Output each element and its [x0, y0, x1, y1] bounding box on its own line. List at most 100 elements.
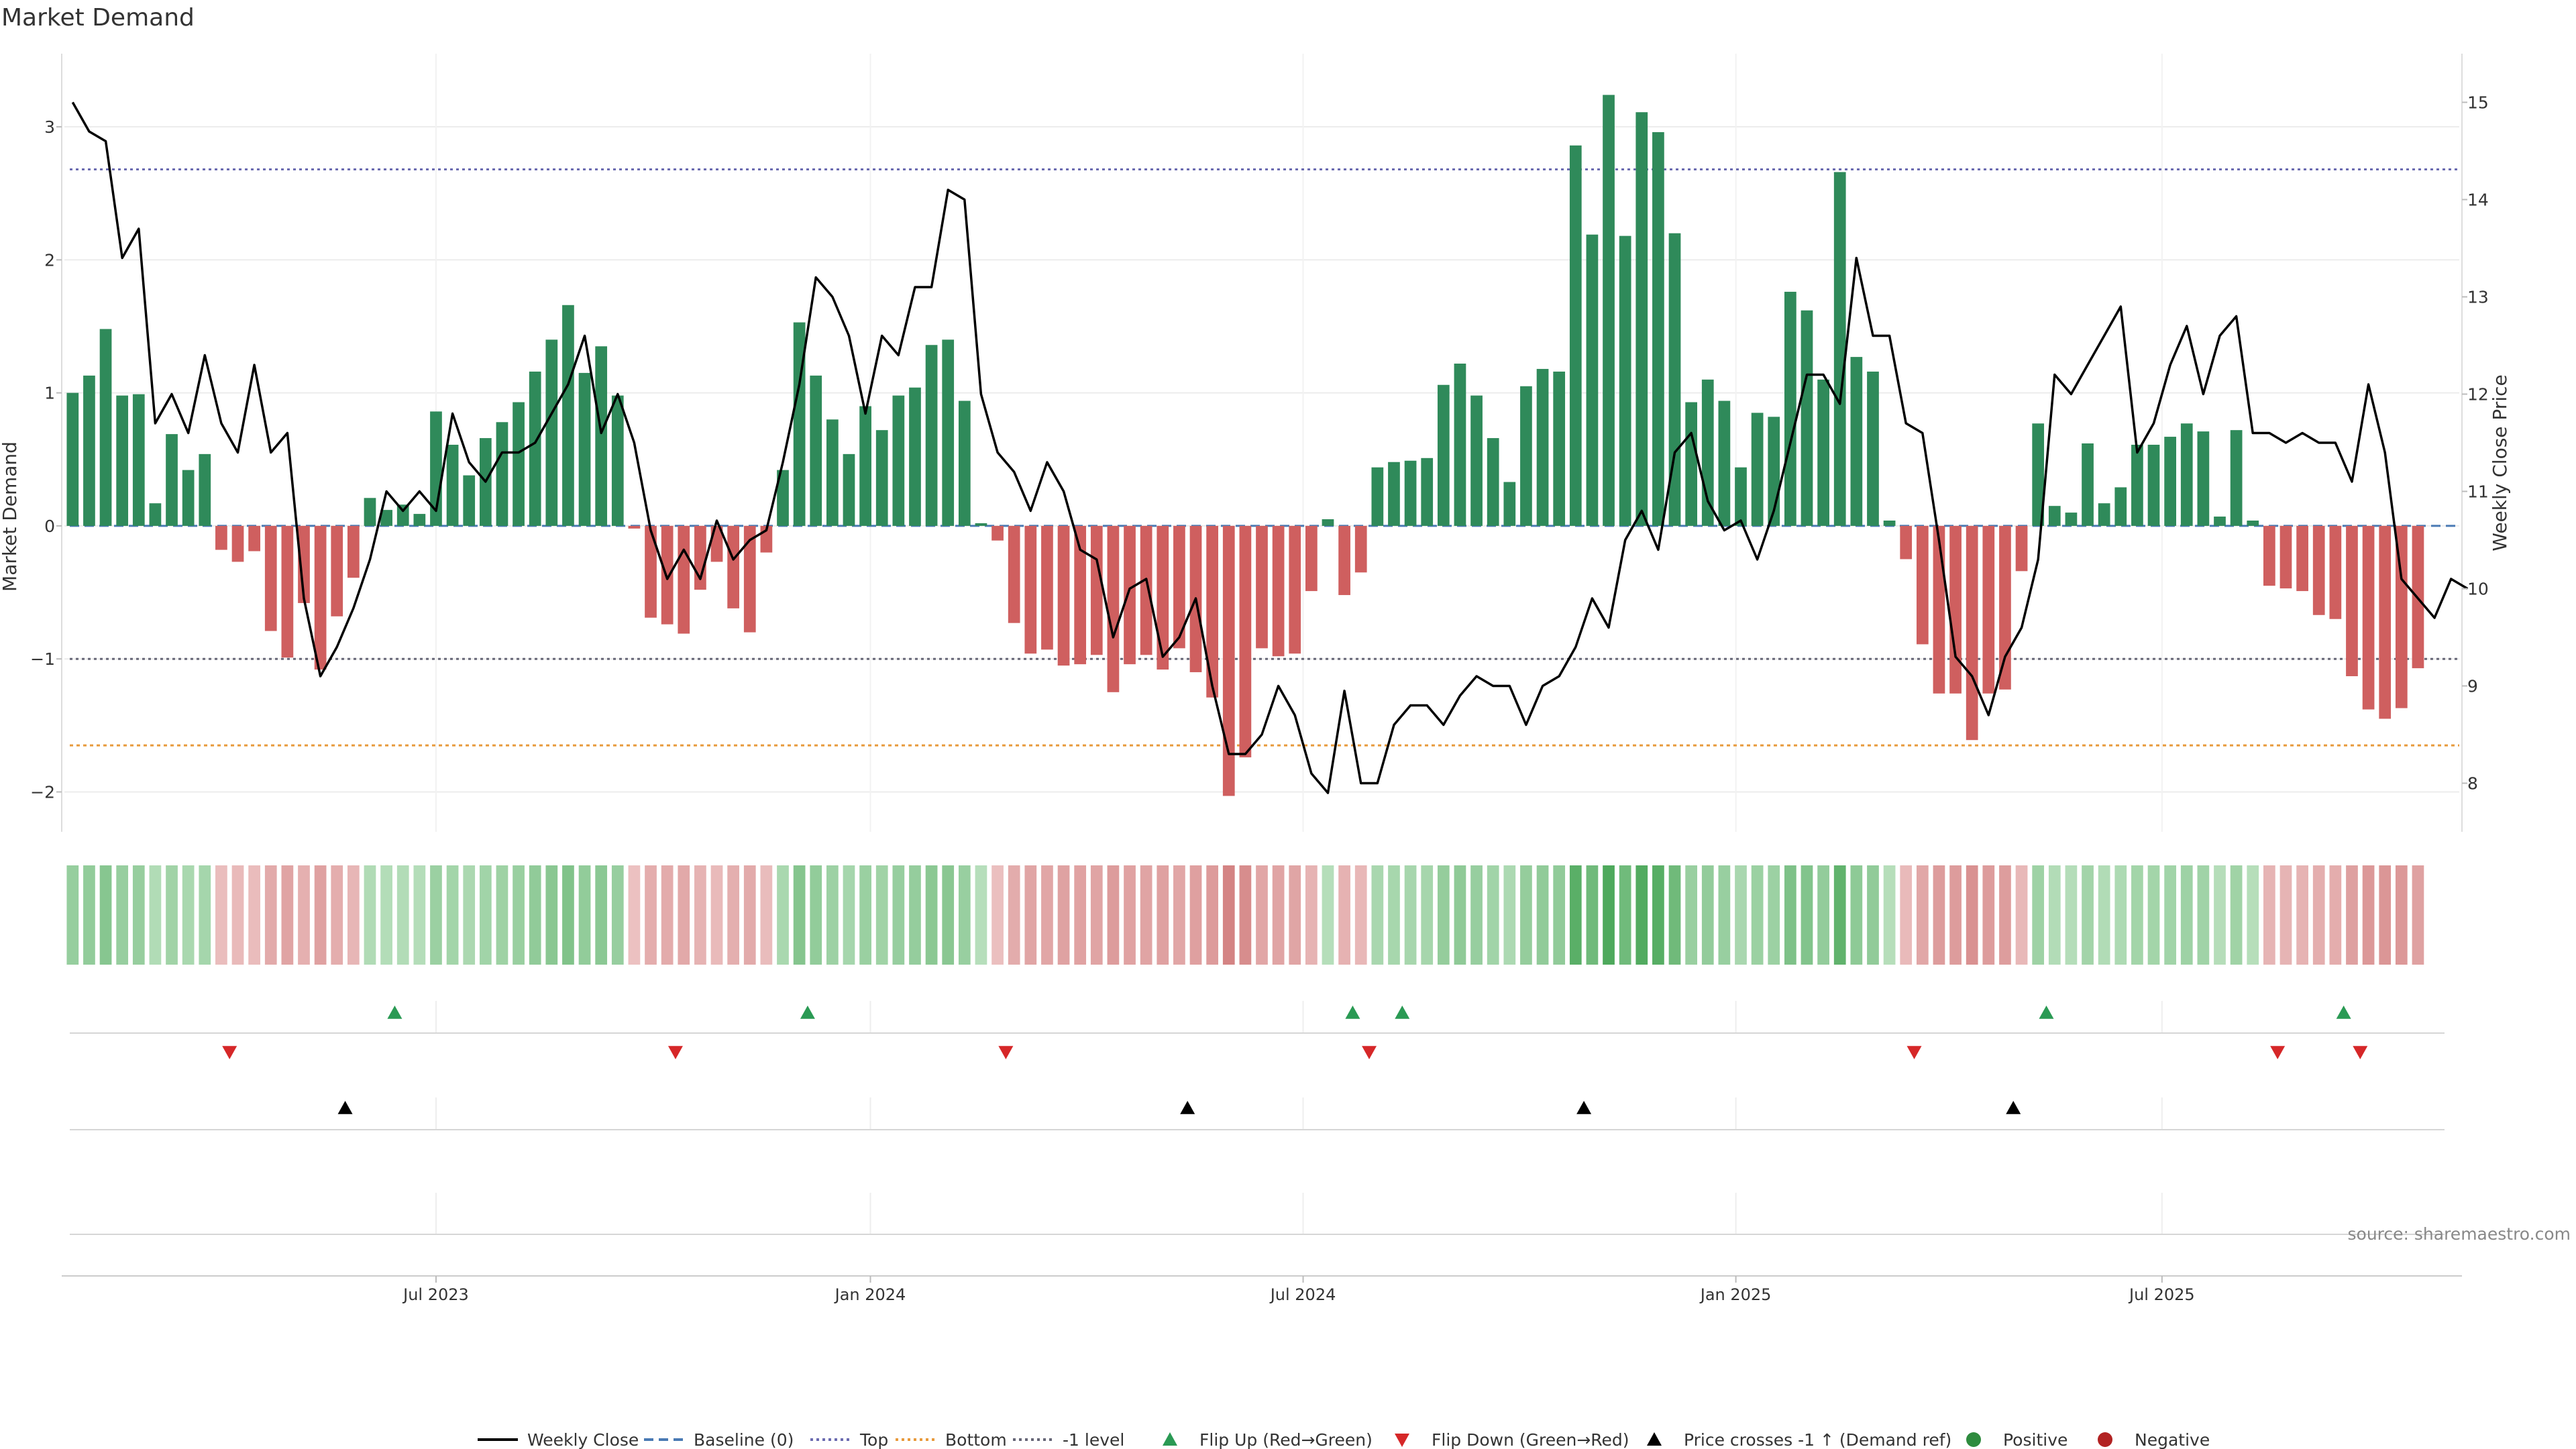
flip-up-marker	[387, 1006, 402, 1019]
demand-bar	[149, 503, 162, 526]
x-tick-label: Jul 2024	[1269, 1285, 1336, 1304]
strip-cell	[2082, 865, 2094, 965]
strip-cell	[892, 865, 905, 965]
demand-bar	[628, 525, 641, 529]
strip-cell	[2048, 865, 2061, 965]
demand-bar	[1701, 379, 1714, 526]
strip-cell	[710, 865, 723, 965]
y-tick-label: 1	[44, 384, 55, 403]
demand-bar	[892, 395, 905, 526]
strip-cell	[1668, 865, 1681, 965]
strip-cell	[2114, 865, 2127, 965]
strip-cell	[298, 865, 310, 965]
strip-cell	[2098, 865, 2110, 965]
demand-bar	[2082, 443, 2094, 526]
strip-cell	[628, 865, 641, 965]
reference-lines	[70, 168, 2459, 747]
strip-cell	[413, 865, 426, 965]
strip-cell	[1916, 865, 1929, 965]
strip-cell	[777, 865, 789, 965]
strip-cell	[1603, 865, 1615, 965]
demand-bar	[1833, 172, 1846, 526]
demand-bar	[843, 453, 855, 526]
demand-bar	[281, 525, 294, 658]
strip-cell	[1289, 865, 1301, 965]
strip-cell	[1553, 865, 1566, 965]
strip-cell	[83, 865, 95, 965]
legend-label: Top	[859, 1430, 888, 1449]
demand-bar	[1157, 525, 1169, 670]
legend-item: Top	[810, 1430, 888, 1449]
strip-cell	[1784, 865, 1796, 965]
strip-cell	[760, 865, 773, 965]
strip-cell	[875, 865, 888, 965]
y2-tick-label: 9	[2467, 677, 2478, 696]
flip-up-marker	[2336, 1006, 2351, 1019]
strip-cell	[1388, 865, 1400, 965]
strip-cell	[1256, 865, 1268, 965]
strip-cell	[2247, 865, 2259, 965]
demand-bar	[1404, 460, 1417, 526]
demand-bar	[166, 434, 178, 526]
demand-bar	[2329, 525, 2342, 619]
demand-bar	[545, 339, 558, 526]
strip-cell	[1586, 865, 1599, 965]
strip-cell	[2230, 865, 2243, 965]
demand-bar	[1289, 525, 1301, 654]
strip-cell	[942, 865, 955, 965]
demand-bar	[1850, 357, 1863, 526]
demand-bar	[2214, 517, 2226, 526]
legend-label: Positive	[2003, 1430, 2068, 1449]
strip-cell	[1041, 865, 1053, 965]
y-tick-label: 2	[44, 250, 55, 270]
strip-cell	[99, 865, 112, 965]
strip-cell	[281, 865, 294, 965]
demand-bar	[331, 525, 343, 616]
strip-cell	[2279, 865, 2292, 965]
strip-cell	[215, 865, 227, 965]
demand-bar	[1272, 525, 1285, 657]
demand-bar	[859, 406, 871, 526]
demand-bar	[909, 387, 921, 526]
strip-cell	[496, 865, 508, 965]
strip-cell	[1569, 865, 1582, 965]
strip-cell	[149, 865, 162, 965]
strip-cell	[1173, 865, 1185, 965]
strip-cell	[2214, 865, 2226, 965]
demand-bar	[1421, 458, 1434, 526]
flip-down-marker	[222, 1046, 237, 1059]
strip-cell	[2329, 865, 2342, 965]
strip-cell	[1817, 865, 1829, 965]
flip-down-marker	[1362, 1046, 1377, 1059]
demand-bar	[694, 525, 706, 590]
strip-cell	[991, 865, 1004, 965]
legend-label: Negative	[2135, 1430, 2210, 1449]
strip-cell	[1833, 865, 1846, 965]
demand-bar	[2015, 525, 2028, 572]
demand-bar	[1487, 438, 1499, 526]
demand-bar	[2346, 525, 2358, 676]
strip-cell	[446, 865, 459, 965]
demand-bar	[777, 470, 789, 526]
demand-bar	[1503, 482, 1516, 526]
strip-cell	[1999, 865, 2011, 965]
demand-bar	[793, 322, 806, 526]
demand-bar	[1173, 525, 1185, 649]
strip-cell	[1520, 865, 1532, 965]
strip-cell	[1982, 865, 1995, 965]
strip-cell	[2263, 865, 2275, 965]
strip-cell	[529, 865, 541, 965]
strip-cell	[1354, 865, 1367, 965]
legend-item: Baseline (0)	[644, 1430, 794, 1449]
demand-bar	[1024, 525, 1037, 654]
strip-cell	[925, 865, 938, 965]
demand-bar	[1338, 525, 1350, 596]
flip-up-marker	[800, 1006, 815, 1019]
demand-bar	[1322, 519, 1334, 526]
demand-bar	[1817, 379, 1829, 526]
strip-cell	[2197, 865, 2210, 965]
strip-cell	[2147, 865, 2160, 965]
legend-label: Bottom	[945, 1430, 1007, 1449]
demand-bar	[2032, 423, 2045, 526]
price-cross-marker	[1180, 1101, 1195, 1114]
